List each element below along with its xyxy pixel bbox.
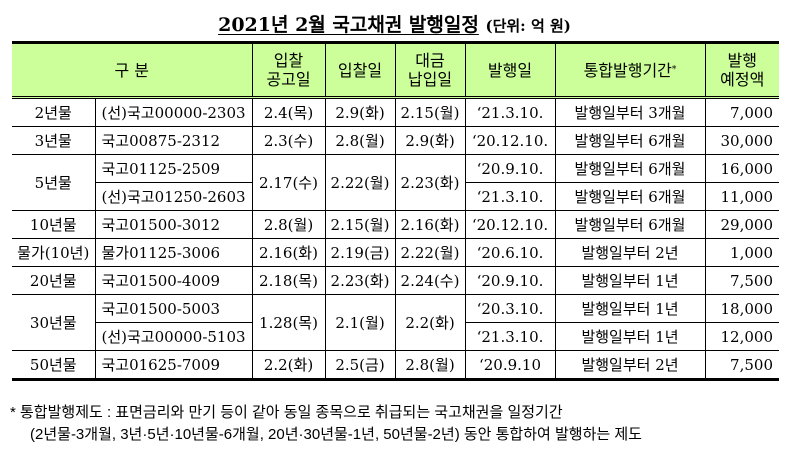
bond-code: 국고01500-5003	[94, 294, 253, 323]
integrated-period: 발행일부터 1년	[554, 294, 706, 323]
planned-amount: 7,500	[704, 266, 779, 295]
header-row: 구 분 입찰 공고일 입찰일 대금 납입일 발행일 통합발행기간* 발행 예정액	[12, 42, 779, 98]
bid-date: 2.19(금)	[324, 238, 396, 267]
bond-maturity: 5년물	[12, 154, 96, 211]
bond-maturity: 20년물	[12, 266, 96, 295]
notice-date: 2.4(목)	[251, 97, 326, 127]
payment-date: 2.22(월)	[394, 238, 466, 267]
notice-date: 2.3(수)	[251, 126, 326, 155]
integrated-period: 발행일부터 1년	[554, 266, 706, 295]
bid-date: 2.15(월)	[324, 210, 396, 239]
header-integrated-period: 통합발행기간*	[554, 42, 706, 98]
integrated-period: 발행일부터 2년	[554, 350, 706, 380]
payment-date: 2.9(화)	[394, 126, 466, 155]
payment-date: 2.2(화)	[394, 294, 466, 351]
planned-amount: 12,000	[704, 322, 779, 351]
planned-amount: 30,000	[704, 126, 779, 155]
notice-date: 2.16(화)	[251, 238, 326, 267]
header-category: 구 분	[12, 42, 253, 98]
footnote-line-2: (2년물-3개월, 3년·5년·10년물-6개월, 20년·30년물-1년, 5…	[30, 426, 642, 443]
bid-date: 2.23(화)	[324, 266, 396, 295]
issuance-schedule-table: 구 분 입찰 공고일 입찰일 대금 납입일 발행일 통합발행기간* 발행 예정액 2년물 (선)국고…	[12, 41, 779, 381]
payment-date: 2.24(수)	[394, 266, 466, 295]
bond-maturity: 30년물	[12, 294, 96, 351]
integrated-period: 발행일부터 2년	[554, 238, 706, 267]
integrated-period: 발행일부터 1년	[554, 322, 706, 351]
bid-date: 2.9(화)	[324, 97, 396, 127]
integrated-period: 발행일부터 6개월	[554, 126, 706, 155]
bond-code: 국고01625-7009	[94, 350, 253, 380]
planned-amount: 11,000	[704, 182, 779, 211]
issue-date: ‘21.3.10.	[464, 182, 556, 211]
planned-amount: 7,500	[704, 350, 779, 380]
payment-date: 2.15(월)	[394, 97, 466, 127]
integrated-period: 발행일부터 3개월	[554, 97, 706, 127]
header-notice-date: 입찰 공고일	[251, 42, 326, 98]
footnote-marker: *	[671, 64, 677, 75]
issue-date: ‘20.9.10.	[464, 154, 556, 183]
notice-date: 2.17(수)	[251, 154, 326, 211]
bond-code: 국고01500-4009	[94, 266, 253, 295]
bid-date: 2.8(월)	[324, 126, 396, 155]
integrated-period: 발행일부터 6개월	[554, 182, 706, 211]
table-row: 20년물 국고01500-4009 2.18(목) 2.23(화) 2.24(수) ‘20…	[12, 266, 779, 295]
bond-maturity: 50년물	[12, 350, 96, 380]
notice-date: 2.8(월)	[251, 210, 326, 239]
table-row: (선)국고00000-5103 ‘21.3.10. 발행일부터 1년 12,000	[12, 322, 779, 351]
planned-amount: 1,000	[704, 238, 779, 267]
bond-code: (선)국고00000-2303	[94, 97, 253, 127]
bond-code: 국고00875-2312	[94, 126, 253, 155]
notice-date: 2.2(화)	[251, 350, 326, 380]
payment-date: 2.23(화)	[394, 154, 466, 211]
bond-maturity: 2년물	[12, 97, 96, 127]
planned-amount: 29,000	[704, 210, 779, 239]
payment-date: 2.8(월)	[394, 350, 466, 380]
table-row: 50년물 국고01625-7009 2.2(화) 2.5(금) 2.8(월) ‘20.9.…	[12, 350, 779, 380]
planned-amount: 7,000	[704, 97, 779, 127]
footnote: * 통합발행제도 : 표면금리와 만기 등이 같아 동일 종목으로 취급되는 국…	[10, 402, 642, 446]
table-row: 3년물 국고00875-2312 2.3(수) 2.8(월) 2.9(화) ‘20.12.…	[12, 126, 779, 155]
bid-date: 2.22(월)	[324, 154, 396, 211]
table-row: 30년물 국고01500-5003 1.28(목) 2.1(월) 2.2(화) ‘20.3…	[12, 294, 779, 351]
notice-date: 2.18(목)	[251, 266, 326, 295]
header-issue-date: 발행일	[464, 42, 556, 98]
bond-maturity: 10년물	[12, 210, 96, 239]
notice-date: 1.28(목)	[251, 294, 326, 351]
planned-amount: 16,000	[704, 154, 779, 183]
header-planned-amount: 발행 예정액	[704, 42, 779, 98]
bid-date: 2.1(월)	[324, 294, 396, 351]
planned-amount: 18,000	[704, 294, 779, 323]
bid-date: 2.5(금)	[324, 350, 396, 380]
table-row: 10년물 국고01500-3012 2.8(월) 2.15(월) 2.16(화) ‘20.…	[12, 210, 779, 239]
footnote-line-1: * 통합발행제도 : 표면금리와 만기 등이 같아 동일 종목으로 취급되는 국…	[10, 404, 563, 421]
payment-date: 2.16(화)	[394, 210, 466, 239]
bond-code: 물가01125-3006	[94, 238, 253, 267]
issue-date: ‘21.3.10.	[464, 97, 556, 127]
bond-maturity: 물가(10년)	[12, 238, 96, 267]
document-title: 2021년 2월 국고채권 발행일정 (단위: 억 원)	[218, 14, 571, 36]
table-row: 5년물 국고01125-2509 2.17(수) 2.22(월) 2.23(화) ‘20.…	[12, 154, 779, 211]
issue-date: ‘20.6.10.	[464, 238, 556, 267]
table-row: 물가(10년) 물가01125-3006 2.16(화) 2.19(금) 2.22(월)…	[12, 238, 779, 267]
integrated-period: 발행일부터 6개월	[554, 210, 706, 239]
issue-date: ‘20.12.10.	[464, 210, 556, 239]
bond-code: 국고01500-3012	[94, 210, 253, 239]
bond-code: (선)국고01250-2603	[95, 182, 253, 211]
bond-code: 국고01125-2509	[94, 154, 253, 183]
header-bid-date: 입찰일	[324, 42, 396, 98]
header-payment-date: 대금 납입일	[394, 42, 466, 98]
issue-date: ‘20.9.10.	[464, 266, 556, 295]
bond-code: (선)국고00000-5103	[95, 322, 253, 351]
integrated-period: 발행일부터 6개월	[554, 154, 706, 183]
bond-maturity: 3년물	[12, 126, 96, 155]
table-row: 2년물 (선)국고00000-2303 2.4(목) 2.9(화) 2.15(월) ‘21…	[12, 97, 779, 127]
issue-date: ‘20.12.10.	[464, 126, 556, 155]
issue-date: ‘20.3.10.	[464, 294, 556, 323]
issue-date: ‘21.3.10.	[464, 322, 556, 351]
issue-date: ‘20.9.10	[464, 350, 556, 380]
unit-label: (단위: 억 원)	[485, 17, 571, 35]
